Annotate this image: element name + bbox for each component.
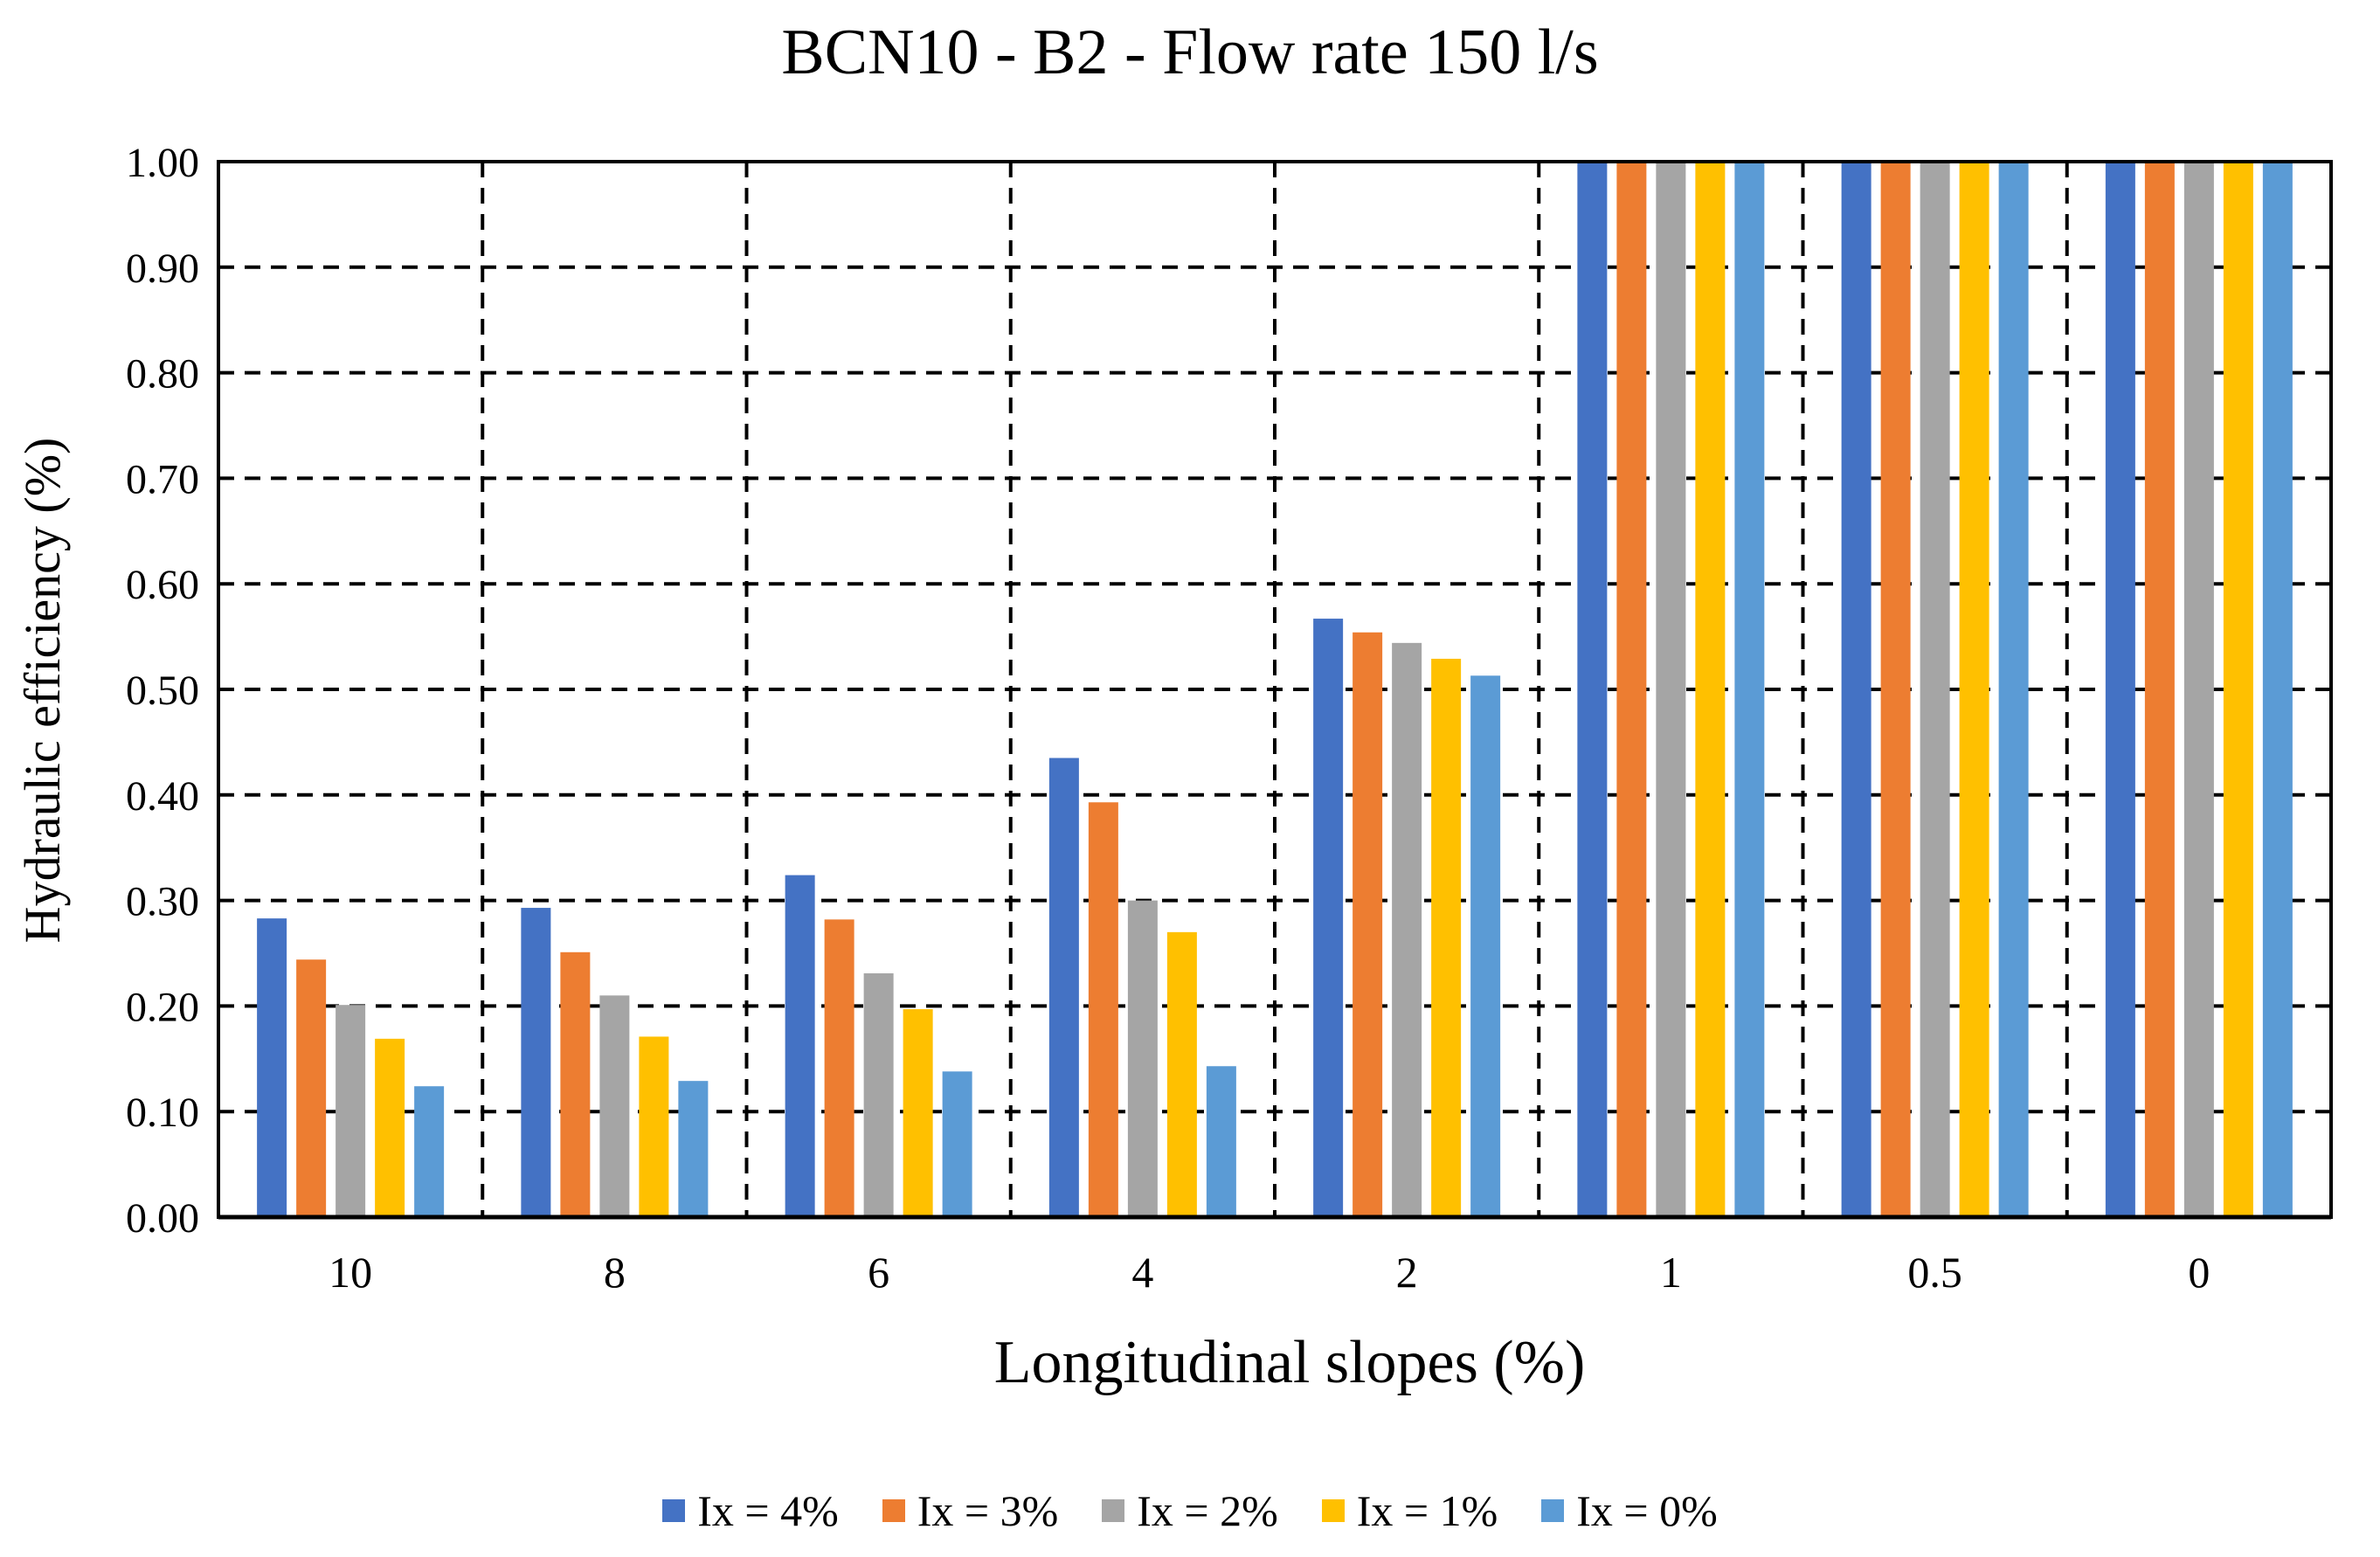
bar [1088,802,1118,1217]
bar [521,908,551,1217]
bar [1127,900,1158,1217]
bar [1048,758,1079,1217]
x-axis-label: Longitudinal slopes (%) [994,1329,1586,1396]
legend: Ix = 4% Ix = 3% Ix = 2% Ix = 1% Ix = 0% [0,1485,2380,1536]
bar [2223,162,2253,1217]
x-tick-label: 0.5 [1907,1248,1962,1297]
x-tick-label: 0 [2188,1248,2210,1297]
legend-item: Ix = 3% [882,1485,1059,1536]
bar [2105,162,2135,1217]
bar [560,952,591,1217]
bar [2144,162,2175,1217]
bars [257,162,2293,1217]
bar [1920,162,1950,1217]
bar [785,875,815,1217]
y-tick-labels: 0.00 0.10 0.20 0.30 0.40 0.50 0.60 0.70 0.80 0.90… [126,140,199,1242]
y-tick-label: 0.60 [126,562,199,608]
legend-swatch [1321,1499,1345,1522]
y-tick-label: 0.40 [126,773,199,820]
legend-item: Ix = 2% [1102,1485,1278,1536]
bar [2262,162,2293,1217]
bar [1959,162,1989,1217]
y-tick-label: 0.30 [126,879,199,925]
y-tick-label: 0.90 [126,246,199,292]
axes [217,160,2333,1220]
bar [599,995,630,1217]
legend-swatch [1102,1499,1125,1522]
y-tick-label: 0.70 [126,456,199,502]
bar [824,919,854,1217]
legend-label: Ix = 1% [1356,1486,1498,1535]
bar [375,1038,405,1217]
bar [1734,162,1765,1217]
bar [678,1081,709,1217]
bar [1470,675,1501,1217]
bar [1656,162,1686,1217]
y-tick-label: 0.80 [126,351,199,398]
bar [1206,1066,1236,1217]
legend-swatch [1541,1499,1565,1522]
legend-label: Ix = 0% [1576,1486,1718,1535]
y-axis-label: Hydraulic efficiency (%) [14,438,71,944]
y-tick-label: 0.50 [126,668,199,714]
legend-label: Ix = 3% [917,1486,1059,1535]
bar [1616,162,1647,1217]
x-tick-labels: 10 8 6 4 2 1 0.5 0 [329,1248,2210,1297]
bar [336,1005,366,1217]
x-tick-label: 4 [1131,1248,1153,1297]
bar [1431,658,1462,1217]
x-tick-label: 6 [868,1248,889,1297]
bar [414,1086,445,1217]
y-tick-label: 0.10 [126,1090,199,1136]
bar [1166,931,1197,1217]
x-tick-label: 1 [1660,1248,1682,1297]
bar [2183,162,2214,1217]
bar [942,1071,972,1217]
bar [257,918,287,1217]
bar [1353,632,1383,1217]
legend-item: Ix = 4% [662,1485,839,1536]
legend-label: Ix = 2% [1137,1486,1278,1535]
bar [296,959,327,1217]
y-tick-label: 0.00 [126,1195,199,1242]
chart-title: BCN10 - B2 - Flow rate 150 l/s [781,17,1599,88]
bar [1392,642,1422,1217]
y-tick-label: 1.00 [126,140,199,186]
bar [1841,162,1871,1217]
x-tick-label: 2 [1396,1248,1418,1297]
legend-label: Ix = 4% [697,1486,839,1535]
bar [1998,162,2029,1217]
bar [639,1036,669,1217]
bar [1695,162,1726,1217]
bar [903,1009,933,1217]
legend-item: Ix = 1% [1321,1485,1498,1536]
x-tick-label: 10 [329,1248,372,1297]
legend-swatch [882,1499,905,1522]
bar [1880,162,1911,1217]
bar [1577,162,1608,1217]
y-tick-label: 0.20 [126,984,199,1030]
bar [863,972,894,1217]
x-tick-label: 8 [604,1248,626,1297]
legend-item: Ix = 0% [1541,1485,1718,1536]
legend-swatch [662,1499,686,1522]
bar [1313,619,1344,1217]
